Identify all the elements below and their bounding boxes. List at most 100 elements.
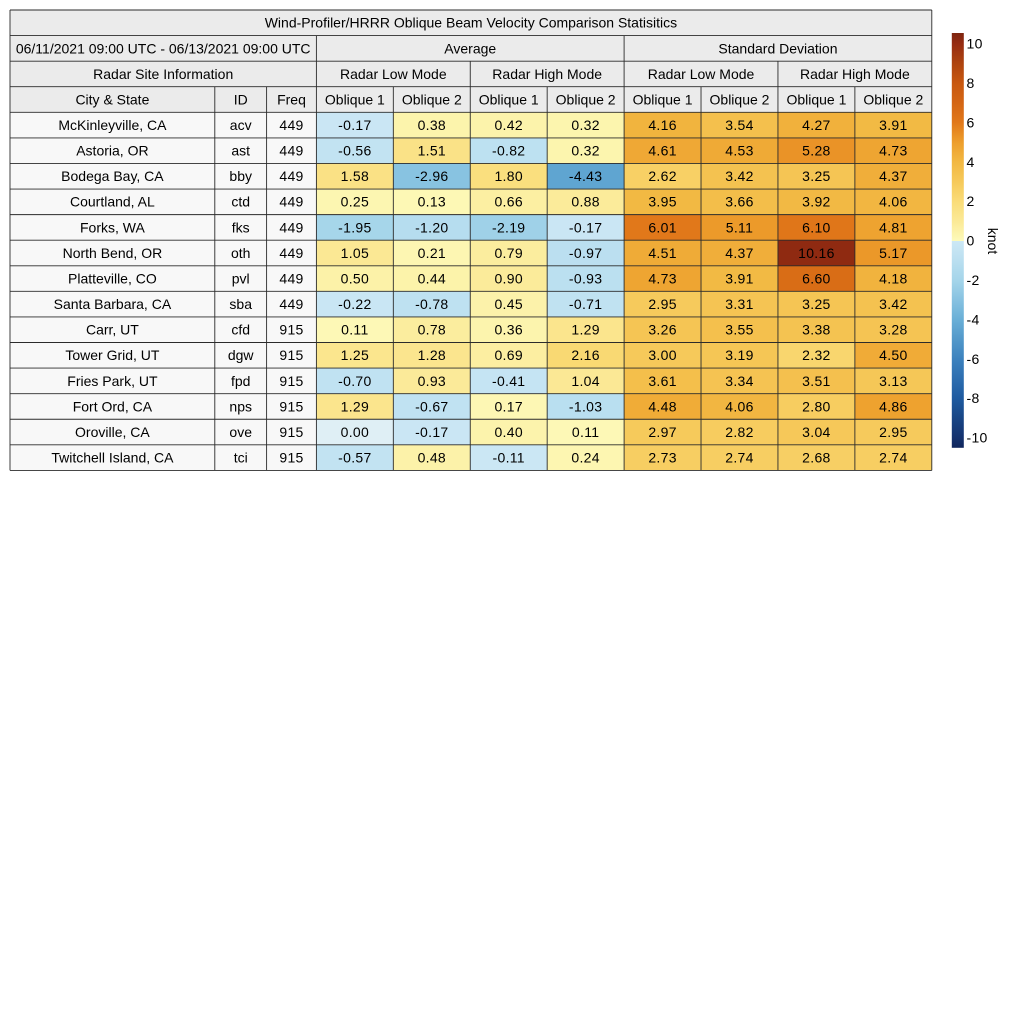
- svg-text:-6: -6: [967, 351, 980, 367]
- svg-text:3.54: 3.54: [725, 117, 753, 133]
- svg-text:ove: ove: [229, 424, 252, 440]
- svg-text:Oblique 1: Oblique 1: [479, 91, 539, 107]
- svg-text:5.11: 5.11: [726, 219, 753, 235]
- svg-text:-0.17: -0.17: [569, 219, 602, 235]
- svg-text:6.60: 6.60: [802, 270, 830, 286]
- svg-text:3.61: 3.61: [648, 373, 676, 389]
- svg-text:Twitchell Island, CA: Twitchell Island, CA: [51, 450, 174, 466]
- svg-text:Courtland, AL: Courtland, AL: [70, 194, 155, 210]
- svg-text:0.50: 0.50: [341, 270, 369, 286]
- svg-text:1.51: 1.51: [418, 143, 446, 159]
- svg-text:3.26: 3.26: [648, 322, 676, 338]
- svg-text:3.25: 3.25: [802, 168, 830, 184]
- svg-text:fpd: fpd: [231, 373, 250, 389]
- svg-text:4.06: 4.06: [725, 398, 753, 414]
- svg-text:449: 449: [279, 143, 303, 159]
- svg-text:4.18: 4.18: [879, 270, 907, 286]
- svg-text:Bodega Bay, CA: Bodega Bay, CA: [61, 168, 164, 184]
- svg-text:2.73: 2.73: [648, 450, 676, 466]
- svg-text:knot: knot: [985, 228, 1001, 255]
- svg-text:ast: ast: [231, 143, 250, 159]
- svg-text:449: 449: [279, 117, 303, 133]
- svg-text:0.36: 0.36: [494, 322, 522, 338]
- svg-text:3.42: 3.42: [879, 296, 907, 312]
- svg-text:3.38: 3.38: [802, 322, 830, 338]
- svg-text:3.31: 3.31: [725, 296, 753, 312]
- svg-text:Platteville, CO: Platteville, CO: [68, 270, 157, 286]
- svg-text:-2.19: -2.19: [492, 219, 525, 235]
- svg-text:3.91: 3.91: [725, 270, 753, 286]
- svg-text:Oblique 2: Oblique 2: [863, 91, 923, 107]
- svg-text:tci: tci: [234, 450, 248, 466]
- svg-text:0.40: 0.40: [494, 424, 522, 440]
- svg-text:Fort Ord, CA: Fort Ord, CA: [73, 398, 153, 414]
- svg-text:1.04: 1.04: [571, 373, 599, 389]
- svg-text:915: 915: [279, 322, 303, 338]
- svg-text:915: 915: [279, 450, 303, 466]
- svg-text:Radar Low Mode: Radar Low Mode: [648, 66, 755, 82]
- svg-text:0.90: 0.90: [494, 270, 522, 286]
- svg-text:Radar Site Information: Radar Site Information: [93, 66, 233, 82]
- svg-text:Oroville, CA: Oroville, CA: [75, 424, 150, 440]
- svg-text:0.25: 0.25: [341, 194, 369, 210]
- svg-text:McKinleyville, CA: McKinleyville, CA: [58, 117, 167, 133]
- svg-text:cfd: cfd: [231, 322, 250, 338]
- svg-text:3.13: 3.13: [879, 373, 907, 389]
- svg-text:2.95: 2.95: [648, 296, 676, 312]
- svg-text:Freq: Freq: [277, 91, 306, 107]
- svg-text:0.48: 0.48: [418, 450, 446, 466]
- svg-text:3.19: 3.19: [725, 347, 753, 363]
- svg-text:-0.17: -0.17: [415, 424, 448, 440]
- svg-text:449: 449: [279, 219, 303, 235]
- svg-text:-0.70: -0.70: [338, 373, 371, 389]
- svg-text:4.86: 4.86: [879, 398, 907, 414]
- svg-text:1.29: 1.29: [571, 322, 599, 338]
- svg-text:-0.22: -0.22: [338, 296, 371, 312]
- svg-text:0.69: 0.69: [494, 347, 522, 363]
- svg-text:2.80: 2.80: [802, 398, 830, 414]
- svg-text:4.53: 4.53: [725, 143, 753, 159]
- svg-text:Standard Deviation: Standard Deviation: [718, 40, 837, 56]
- svg-text:2.16: 2.16: [571, 347, 599, 363]
- svg-text:4.16: 4.16: [648, 117, 676, 133]
- svg-text:0.13: 0.13: [418, 194, 446, 210]
- svg-text:915: 915: [279, 373, 303, 389]
- svg-text:6.01: 6.01: [648, 219, 676, 235]
- svg-text:-0.56: -0.56: [338, 143, 371, 159]
- svg-text:Oblique 2: Oblique 2: [402, 91, 462, 107]
- svg-text:City & State: City & State: [75, 91, 149, 107]
- svg-text:2.32: 2.32: [802, 347, 830, 363]
- svg-text:Wind-Profiler/HRRR Oblique Bea: Wind-Profiler/HRRR Oblique Beam Velocity…: [265, 15, 677, 31]
- svg-text:8: 8: [967, 75, 975, 91]
- svg-text:fks: fks: [232, 219, 250, 235]
- svg-text:4.61: 4.61: [648, 143, 676, 159]
- svg-text:4.73: 4.73: [879, 143, 907, 159]
- svg-text:0.66: 0.66: [494, 194, 522, 210]
- svg-text:0.32: 0.32: [571, 117, 599, 133]
- svg-text:-0.57: -0.57: [338, 450, 371, 466]
- svg-text:Radar High Mode: Radar High Mode: [492, 66, 602, 82]
- svg-text:0.38: 0.38: [418, 117, 446, 133]
- svg-text:dgw: dgw: [228, 347, 255, 363]
- svg-text:-0.11: -0.11: [493, 450, 525, 466]
- svg-text:3.42: 3.42: [725, 168, 753, 184]
- svg-text:-0.17: -0.17: [338, 117, 371, 133]
- svg-text:0.78: 0.78: [418, 322, 446, 338]
- svg-text:0.42: 0.42: [494, 117, 522, 133]
- svg-text:4.51: 4.51: [648, 245, 676, 261]
- svg-text:Average: Average: [444, 40, 496, 56]
- svg-text:-10: -10: [967, 430, 988, 446]
- svg-text:-0.41: -0.41: [492, 373, 525, 389]
- svg-text:2: 2: [967, 193, 975, 209]
- svg-text:-0.71: -0.71: [569, 296, 602, 312]
- svg-text:3.34: 3.34: [725, 373, 753, 389]
- svg-text:0.79: 0.79: [494, 245, 522, 261]
- svg-text:North Bend, OR: North Bend, OR: [63, 245, 163, 261]
- svg-text:-0.82: -0.82: [492, 143, 525, 159]
- svg-text:1.80: 1.80: [494, 168, 522, 184]
- svg-text:0.44: 0.44: [418, 270, 446, 286]
- svg-text:4.81: 4.81: [879, 219, 907, 235]
- svg-text:4.48: 4.48: [648, 398, 676, 414]
- svg-text:ctd: ctd: [231, 194, 250, 210]
- svg-text:10: 10: [967, 36, 983, 52]
